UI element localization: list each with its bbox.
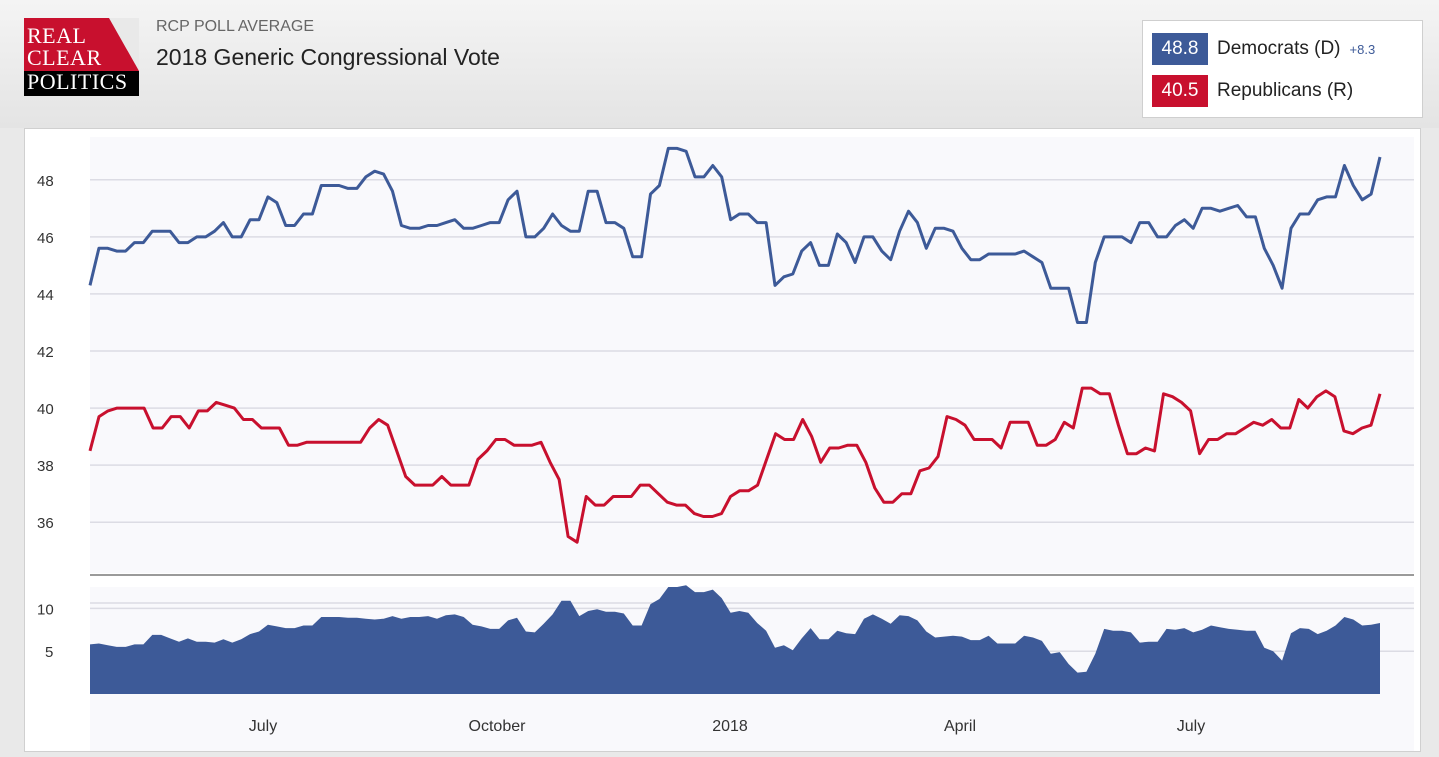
logo-line-politics: POLITICS [27, 69, 128, 94]
chart-title: 2018 Generic Congressional Vote [156, 44, 500, 70]
spread-area [90, 585, 1380, 694]
dem-spread: +8.3 [1349, 41, 1376, 57]
chart-area: 36 38 40 42 44 46 48 5 10 July October 2018 April Jul… [24, 128, 1421, 753]
democrats-line[interactable] [88, 146, 1382, 324]
logo-line-real: REAL [27, 23, 87, 48]
y-tick-label-38: 38 [37, 458, 54, 475]
dem-value-badge: 48.8 [1152, 33, 1208, 65]
spread-y-tick-label-5: 5 [45, 644, 53, 661]
realclearpolitics-logo: REAL CLEAR POLITICS [24, 18, 139, 96]
y-tick-label-36: 36 [37, 515, 54, 532]
legend-item-democrats[interactable]: 48.8 Democrats (D) +8.3 [1152, 33, 1375, 65]
y-tick-label-42: 42 [37, 344, 54, 361]
logo-line-clear: CLEAR [27, 45, 102, 70]
x-tick-label-3: April [944, 718, 976, 735]
x-tick-label-2: 2018 [712, 718, 748, 735]
x-tick-label-1: October [469, 718, 527, 735]
rep-value-badge: 40.5 [1152, 75, 1208, 107]
republicans-line[interactable] [88, 386, 1382, 544]
y-tick-label-40: 40 [37, 401, 54, 418]
chart-svg: 36 38 40 42 44 46 48 5 10 July October 2018 April Jul… [37, 137, 1414, 753]
x-tick-label-4: July [1177, 718, 1205, 735]
chart-header: REAL CLEAR POLITICS RCP POLL AVERAGE 201… [0, 0, 1439, 128]
poll-average-kicker: RCP POLL AVERAGE [156, 18, 314, 35]
legend-box: 48.8 Democrats (D) +8.3 40.5 Republicans… [1142, 20, 1423, 118]
y-tick-label-46: 46 [37, 230, 54, 247]
y-tick-label-44: 44 [37, 287, 54, 304]
upper-plot-background [90, 137, 1414, 573]
legend-item-republicans[interactable]: 40.5 Republicans (R) [1152, 75, 1353, 107]
y-tick-label-48: 48 [37, 173, 54, 190]
x-tick-label-0: July [249, 718, 277, 735]
dem-label: Democrats (D) [1217, 38, 1341, 59]
spread-y-tick-label-10: 10 [37, 601, 54, 618]
rep-label: Republicans (R) [1217, 80, 1354, 101]
